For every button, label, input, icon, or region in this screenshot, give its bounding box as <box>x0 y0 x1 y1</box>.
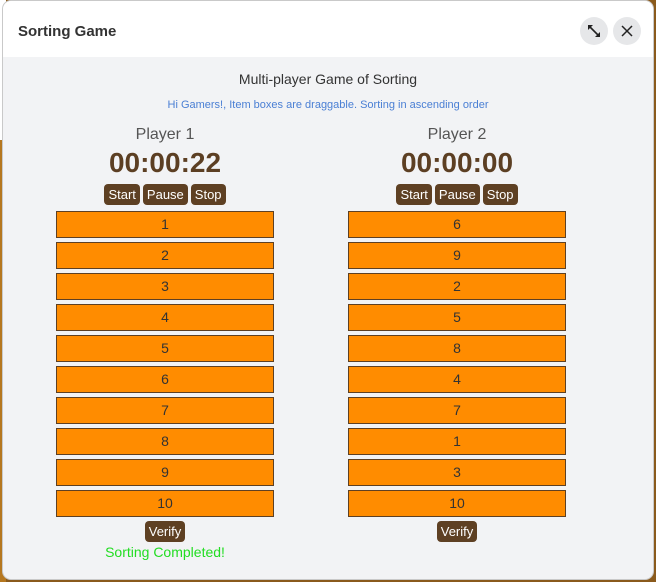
player-2-controls: Start Pause Stop <box>348 184 566 206</box>
player-1-item-list: 1 2 3 4 5 6 7 8 9 10 <box>56 211 274 517</box>
player-1-item[interactable]: 10 <box>56 490 274 517</box>
player-2-start-button[interactable]: Start <box>396 184 432 205</box>
player-1-item[interactable]: 5 <box>56 335 274 362</box>
player-2-item[interactable]: 2 <box>348 273 566 300</box>
player-2-timer: 00:00:00 <box>400 147 514 178</box>
close-x-icon <box>621 25 633 37</box>
player-1-item[interactable]: 1 <box>56 211 274 238</box>
player-1-item[interactable]: 8 <box>56 428 274 455</box>
player-2-pause-button[interactable]: Pause <box>434 184 480 205</box>
player-1-item[interactable]: 4 <box>56 304 274 331</box>
player-1-controls: Start Pause Stop <box>56 184 274 206</box>
player-1-start-button[interactable]: Start <box>104 184 140 205</box>
player-2-item[interactable]: 10 <box>348 490 566 517</box>
player-1-timer: 00:00:22 <box>108 147 222 178</box>
player-1-verify-row: Verify <box>56 521 274 543</box>
player-2-item[interactable]: 8 <box>348 335 566 362</box>
player-2-item[interactable]: 9 <box>348 242 566 269</box>
expand-arrows-icon <box>588 25 600 37</box>
player-1-status: Sorting Completed! <box>105 544 225 560</box>
player-1-item[interactable]: 7 <box>56 397 274 424</box>
player-2-item[interactable]: 7 <box>348 397 566 424</box>
player-1-name: Player 1 <box>135 126 195 143</box>
player-1-item[interactable]: 9 <box>56 459 274 486</box>
player-1-panel: Player 1 00:00:22 Start Pause Stop 1 2 3… <box>56 125 274 560</box>
player-1-item[interactable]: 6 <box>56 366 274 393</box>
player-2-item-list: 6 9 2 5 8 4 7 1 3 10 <box>348 211 566 517</box>
player-2-item[interactable]: 3 <box>348 459 566 486</box>
close-button[interactable] <box>613 17 641 45</box>
dialog-titlebar: Sorting Game <box>3 1 653 57</box>
expand-button[interactable] <box>580 17 608 45</box>
game-content: Multi-player Game of Sorting Hi Gamers!,… <box>3 57 653 579</box>
player-1-stop-button[interactable]: Stop <box>190 184 226 205</box>
player-2-panel: Player 2 00:00:00 Start Pause Stop 6 9 2… <box>348 125 566 544</box>
player-1-item[interactable]: 2 <box>56 242 274 269</box>
player-1-pause-button[interactable]: Pause <box>142 184 188 205</box>
player-2-name: Player 2 <box>427 126 487 143</box>
player-2-item[interactable]: 1 <box>348 428 566 455</box>
player-2-stop-button[interactable]: Stop <box>482 184 518 205</box>
player-2-verify-button[interactable]: Verify <box>436 521 478 542</box>
dialog-title: Sorting Game <box>18 23 117 40</box>
player-2-item[interactable]: 5 <box>348 304 566 331</box>
player-2-item[interactable]: 6 <box>348 211 566 238</box>
game-info: Hi Gamers!, Item boxes are draggable. So… <box>167 99 489 111</box>
player-1-verify-button[interactable]: Verify <box>144 521 186 542</box>
player-2-item[interactable]: 4 <box>348 366 566 393</box>
player-2-verify-row: Verify <box>348 521 566 543</box>
player-1-item[interactable]: 3 <box>56 273 274 300</box>
game-title: Multi-player Game of Sorting <box>238 71 418 87</box>
